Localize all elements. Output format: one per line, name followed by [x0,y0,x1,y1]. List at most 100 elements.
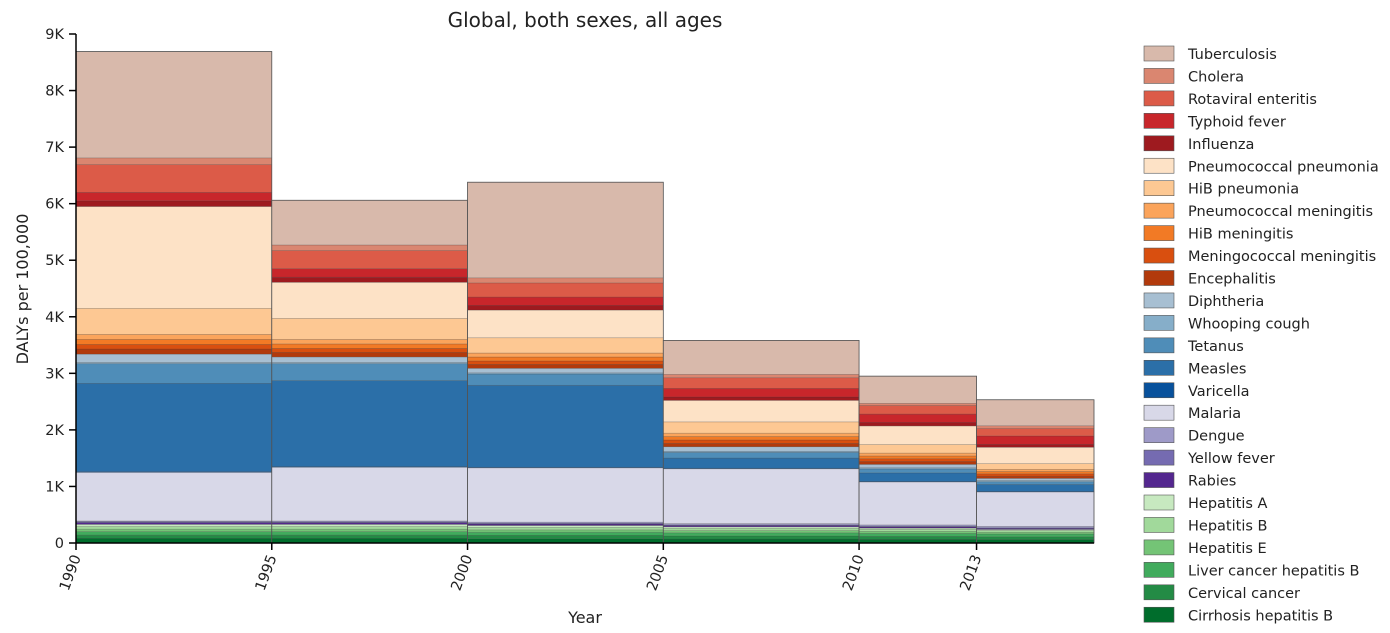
area-segment-20-1990 [75,206,273,309]
legend-label: Measles [1188,361,1246,377]
area-segment-17-1990 [75,339,273,345]
area-segment-14-1990 [75,353,273,363]
legend-label: Rabies [1188,474,1236,490]
area-segment-20-2000 [467,309,664,339]
area-segment-3-2005 [663,530,860,534]
legend-label: Influenza [1188,137,1254,153]
area-segment-18-1990 [75,334,273,340]
y-tick-label: 5K [45,253,64,269]
area-segment-9-2005 [663,468,860,524]
legend-swatch [1143,517,1175,533]
area-segment-21-2010 [858,422,977,427]
area-segment-23-2013 [976,428,1095,437]
legend-label: Pneumococcal pneumonia [1188,159,1379,175]
area-segment-11-1995 [271,380,468,467]
x-tick-label: 1990 [57,553,85,593]
legend-swatch [1143,90,1175,107]
area-segment-12-2010 [858,468,977,474]
x-tick-label: 2013 [958,553,986,593]
area-segment-12-1995 [271,363,468,381]
legend-swatch [1143,202,1175,219]
area-segment-15-2005 [663,443,860,448]
area-segment-1-2000 [467,535,664,540]
area-segment-2-1995 [271,531,468,536]
area-segment-11-2000 [467,384,664,468]
area-segment-24-2005 [663,374,860,379]
area-segment-17-2010 [858,455,977,460]
legend-label: Diphtheria [1188,294,1264,310]
y-tick-label: 4K [45,310,64,326]
legend-label: Rotaviral enteritis [1188,92,1317,108]
y-tick-label: 8K [45,84,64,100]
legend-swatch [1143,404,1175,421]
area-segment-4-1990 [75,526,273,530]
area-segment-19-2013 [976,463,1095,470]
legend-label: Varicella [1188,384,1250,400]
legend-swatch [1143,494,1175,511]
area-segment-2-1990 [75,531,273,536]
area-segment-12-2005 [663,452,860,459]
area-segment-15-2013 [976,475,1095,479]
area-segment-20-2010 [858,425,977,445]
area-segment-9-2010 [858,481,977,526]
area-segment-11-2005 [663,457,860,469]
legend-swatch [1143,180,1175,196]
y-tick-label: 1K [45,479,64,495]
area-segment-23-2005 [663,377,860,389]
area-segment-25-2005 [663,340,860,375]
area-segment-14-2013 [976,478,1095,481]
area-segment-2-2005 [663,532,860,537]
legend: Tuberculosis Cholera Rotaviral enteritis Ty… [1143,45,1379,624]
area-segment-1-2013 [976,536,1095,540]
area-segment-5-1990 [75,524,273,527]
area-segment-22-2005 [663,388,860,398]
legend-swatch [1143,45,1175,62]
area-segment-23-2010 [858,405,977,415]
area-segment-23-1990 [75,164,273,193]
area-segment-24-1990 [75,157,273,165]
area-segment-1-1990 [75,534,273,539]
legend-label: Tuberculosis [1187,47,1277,63]
legend-label: Liver cancer hepatitis B [1188,563,1359,579]
legend-swatch [1143,562,1175,578]
area-segment-24-1995 [271,244,468,251]
area-segment-19-2005 [663,421,860,434]
legend-swatch [1143,449,1175,466]
area-segment-17-2013 [976,471,1095,475]
area-segment-23-2000 [467,282,664,298]
legend-swatch [1143,539,1175,556]
area-segment-22-2010 [858,413,977,423]
area-segment-2-2013 [976,533,1095,538]
area-segment-11-1990 [75,383,273,473]
area-segment-20-1995 [271,281,468,319]
area-segment-17-2000 [467,356,664,362]
area-segment-22-1995 [271,268,468,278]
area-segment-19-2000 [467,337,664,354]
area-segment-19-2010 [858,444,977,454]
area-segment-21-2000 [467,305,664,311]
legend-label: Cervical cancer [1188,586,1300,602]
area-segment-24-2010 [858,403,977,406]
area-segment-15-1995 [271,352,468,358]
legend-swatch [1143,113,1175,129]
legend-swatch [1143,270,1175,286]
area-segment-18-2000 [467,352,664,358]
y-tick-label: 0 [55,536,64,552]
legend-swatch [1143,427,1175,443]
area-segment-14-1995 [271,356,468,363]
legend-swatch [1143,225,1175,241]
area-segment-4-1995 [271,526,468,530]
legend-swatch [1143,157,1175,174]
area-segment-16-1990 [75,344,273,350]
legend-label: Hepatitis E [1188,541,1267,557]
area-segment-1-2010 [858,536,977,540]
area-segment-3-2000 [467,529,664,533]
x-tick-label: 2010 [840,553,868,593]
area-segment-25-1995 [271,199,468,246]
area-segment-21-2013 [976,444,1095,448]
legend-label: Encephalitis [1188,272,1276,288]
area-segment-3-1995 [271,528,468,532]
y-tick-label: 6K [45,197,64,213]
legend-swatch [1143,292,1175,309]
